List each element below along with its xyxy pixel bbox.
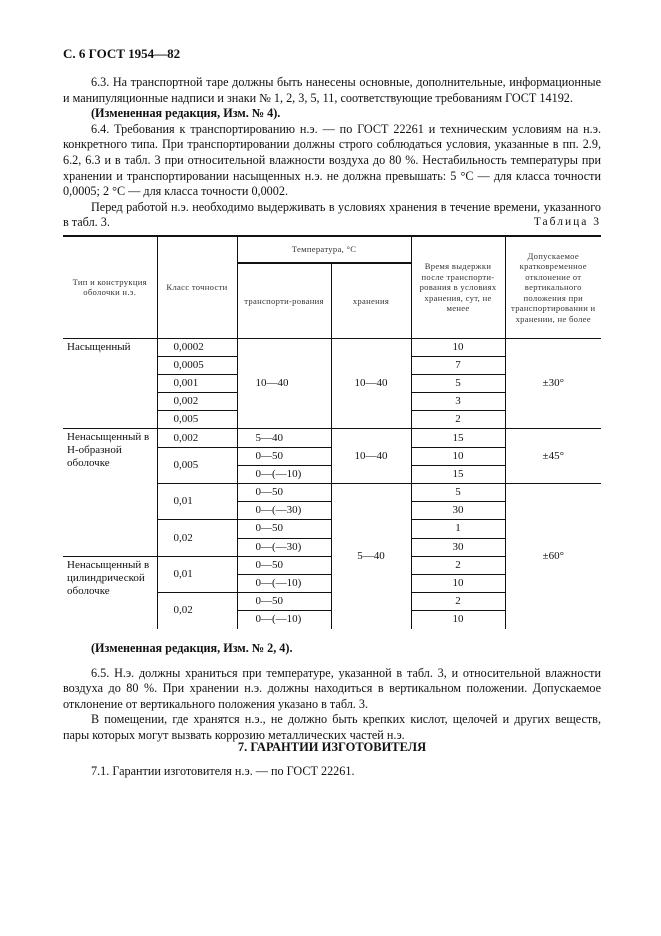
table-row: Ненасыщенный в Н-образной оболочке 0,002 5…: [63, 428, 601, 557]
cell-hold-time: 5: [410, 482, 506, 503]
cell-transport-temp: 0—50: [236, 555, 332, 575]
cell-deviation: ±30°: [504, 337, 601, 430]
cell-class: 0,02: [156, 519, 238, 557]
cell-class: 0,01: [156, 555, 238, 594]
cell-hold-time: 3: [410, 392, 506, 412]
cell-transport-temp: 0—50: [236, 592, 332, 612]
cell-storage-temp: 10—40: [330, 337, 412, 430]
cell-transport-temp: 0—(—10): [236, 464, 332, 485]
cell-hold-time: 30: [410, 537, 506, 557]
header-transport: транспорти-рования: [237, 262, 332, 339]
table-row: Насыщенный 0,0002 10—40 10—40 10 ±30°: [63, 337, 601, 430]
header-class: Класс точности: [156, 235, 238, 339]
cell-class: 0,002: [156, 428, 238, 448]
paragraph-6-4: 6.4. Требования к транспортированию н.э.…: [63, 121, 601, 199]
table-row: 0—(—10) 15: [63, 464, 601, 485]
amendment-note: (Измененная редакция, Изм. № 4).: [91, 106, 281, 121]
table-3: Тип и конструкция оболочки н.э. Класс то…: [63, 235, 601, 629]
cell-transport-temp: 5—40: [236, 428, 332, 448]
cell-storage-temp: 10—40: [330, 428, 412, 484]
cell-class: 0,0002: [156, 337, 238, 357]
table-row: 0,005 0—50 10: [63, 446, 601, 485]
cell-transport-temp: 0—(—30): [236, 537, 332, 557]
cell-class: 0,005: [156, 410, 238, 430]
cell-class: 0,01: [156, 482, 238, 521]
cell-type: Ненасыщенный в цилиндрической оболочке: [63, 555, 158, 629]
table-row: 0,002 3: [63, 392, 601, 412]
header-temperature: Температура, °С: [236, 235, 412, 264]
cell-class: 0,005: [156, 446, 238, 485]
cell-hold-time: 1: [410, 519, 506, 539]
header-storage: хранения: [330, 262, 411, 339]
header-time: Время выдержки после транспорти-рования …: [410, 235, 506, 339]
cell-transport-temp: 0—(—10): [236, 610, 332, 629]
table-row: 0,02 0—50 1: [63, 519, 601, 557]
cell-hold-time: 2: [410, 555, 506, 575]
paragraph-before-use: Перед работой н.э. необходимо выдерживат…: [63, 199, 601, 230]
table-row: 0,0005 7: [63, 355, 601, 375]
cell-transport-temp: 0—50: [236, 482, 332, 503]
cell-type: Насыщенный: [63, 337, 158, 430]
cell-transport-temp: 0—(—10): [236, 573, 332, 594]
cell-hold-time: 2: [410, 592, 506, 612]
cell-hold-time: 7: [410, 355, 506, 375]
cell-storage-temp: 5—40: [330, 483, 412, 629]
cell-hold-time: 10: [410, 337, 506, 357]
table-row: 0,01 0—50 5—40 5 ±60°: [63, 482, 601, 629]
cell-hold-time: 10: [410, 573, 506, 594]
cell-class: 0,0005: [156, 355, 238, 375]
cell-class: 0,001: [156, 373, 238, 394]
cell-hold-time: 10: [410, 446, 506, 466]
table-row: 0—(—30) 30: [63, 537, 601, 557]
cell-hold-time: 10: [410, 610, 506, 629]
table-row: 0,001 5: [63, 373, 601, 394]
header-type: Тип и конструкция оболочки н.э.: [63, 235, 158, 339]
header-deviation: Допускаемое кратковременное отклонение о…: [504, 235, 601, 339]
page-header: С. 6 ГОСТ 1954—82: [63, 46, 181, 61]
cell-hold-time: 30: [410, 501, 506, 521]
cell-class: 0,02: [156, 592, 238, 629]
paragraph-6-5: 6.5. Н.э. должны храниться при температу…: [63, 665, 601, 711]
cell-deviation: ±60°: [504, 483, 601, 629]
text-block-7: 7.1. Гарантии изготовителя н.э. — по ГОС…: [63, 764, 601, 780]
cell-hold-time: 15: [410, 464, 506, 485]
paragraph-7-1: 7.1. Гарантии изготовителя н.э. — по ГОС…: [91, 764, 355, 778]
table-row: 0,005 2: [63, 410, 601, 430]
cell-class: 0,002: [156, 392, 238, 412]
cell-hold-time: 15: [410, 428, 506, 448]
paragraph-storage-room: В помещении, где хранятся н.э., не должн…: [63, 712, 601, 742]
table-row: 0—(—10) 10: [63, 610, 601, 629]
cell-deviation: ±45°: [504, 428, 601, 484]
cell-type: Ненасыщенный в Н-образной оболочке: [63, 428, 158, 557]
cell-transport-temp: 0—50: [236, 446, 332, 466]
cell-transport-temp: 0—(—30): [236, 501, 332, 521]
cell-transport-temp: 10—40: [236, 337, 332, 430]
text-block-bottom: (Измененная редакция, Изм. № 2, 4). 6.5.…: [63, 641, 601, 744]
cell-hold-time: 5: [410, 373, 506, 394]
section-title: 7. ГАРАНТИИ ИЗГОТОВИТЕЛЯ: [237, 740, 427, 754]
table-caption: Таблица 3: [533, 216, 601, 228]
text-block-top: 6.3. На транспортной таре должны быть на…: [63, 75, 601, 231]
cell-hold-time: 2: [410, 410, 506, 430]
cell-transport-temp: 0—50: [236, 519, 332, 539]
amendment-note-2: (Измененная редакция, Изм. № 2, 4).: [91, 641, 293, 655]
paragraph-6-3: 6.3. На транспортной таре должны быть на…: [63, 75, 601, 105]
